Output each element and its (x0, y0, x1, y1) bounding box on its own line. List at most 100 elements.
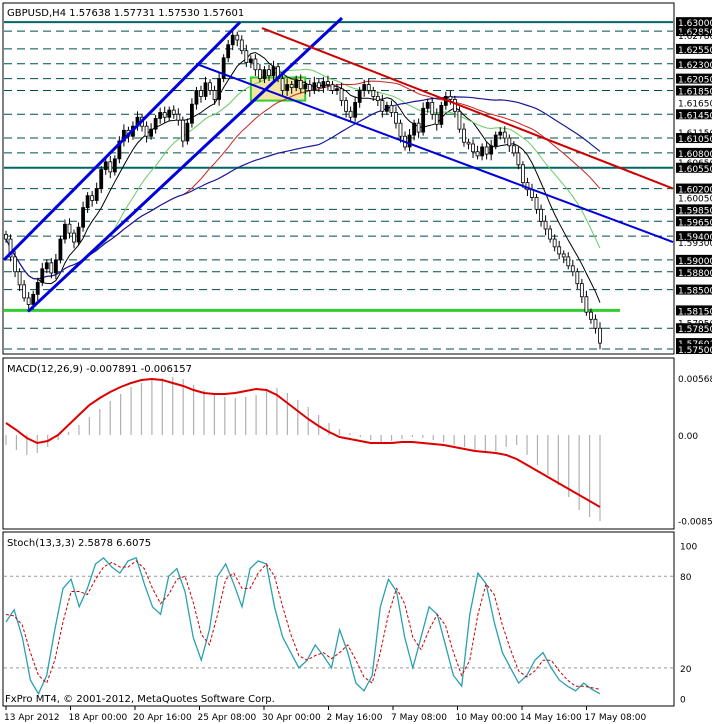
x-label: 13 Apr 2012 (4, 713, 60, 723)
macd-axis-label: 0.00 (678, 432, 698, 442)
candle-body (552, 238, 557, 248)
x-label: 30 Apr 00:00 (262, 713, 321, 723)
candle-body (158, 112, 163, 119)
candle-body (76, 226, 81, 243)
candle-body (407, 134, 412, 148)
candle-body (149, 128, 153, 137)
stoch-signal-line (5, 560, 601, 690)
candle-body (67, 223, 72, 234)
candle-body (539, 208, 543, 222)
candle-body (99, 169, 104, 189)
ma-fast-line (5, 51, 601, 303)
candle-body (162, 112, 167, 118)
candle-body (335, 88, 339, 91)
ma-blue-line (5, 96, 601, 280)
candle-body (212, 90, 217, 100)
candle-body (466, 141, 471, 145)
candle-body (589, 311, 593, 320)
copyright-text: FxPro MT4, © 2001-2012, MetaQuotes Softw… (5, 694, 275, 705)
candle-body (462, 128, 466, 143)
candle-body (557, 246, 562, 255)
candle-body (103, 161, 108, 170)
candle-body (344, 100, 348, 112)
macd-signal-line (5, 377, 601, 508)
candle-body (384, 104, 389, 112)
price-label: 1.62300 (678, 61, 712, 71)
candle-body (471, 143, 475, 153)
price-label: 1.57500 (678, 346, 712, 356)
candle-body (593, 318, 598, 329)
candle-body (480, 146, 485, 157)
candle-body (579, 283, 584, 298)
candle-body (217, 78, 222, 100)
x-label: 20 Apr 16:00 (133, 713, 192, 723)
x-label: 7 May 08:00 (391, 713, 447, 723)
price-label-box (676, 183, 712, 194)
candle-body (598, 327, 602, 344)
candle-body (90, 195, 95, 201)
price-label: 1.59850 (678, 206, 712, 216)
price-label: 1.59300 (678, 239, 712, 249)
candle-body (375, 96, 380, 102)
candle-body (262, 69, 267, 80)
candle-body (26, 297, 31, 305)
candle-body (326, 81, 330, 85)
macd-title: MACD(12,26,9) -0.007891 -0.006157 (7, 364, 192, 375)
price-label-box (676, 305, 712, 316)
descending-channel-line (195, 62, 674, 243)
candle-body (289, 84, 294, 88)
price-label-box (676, 266, 712, 277)
candle-body (530, 189, 534, 198)
candle-body (534, 197, 539, 210)
candle-body (13, 256, 17, 273)
candle-body (394, 112, 398, 124)
candle-body (570, 265, 575, 273)
candle-body (94, 188, 99, 201)
price-label-box (676, 147, 712, 158)
candle-body (267, 69, 271, 77)
price-label: 1.61450 (678, 111, 712, 121)
candle-body (153, 118, 158, 130)
price-label: 1.58150 (678, 307, 712, 317)
x-label: 2 May 16:00 (327, 713, 383, 723)
macd-panel (2, 357, 675, 530)
stoch-axis-label: 20 (680, 665, 692, 675)
price-label-box (676, 254, 712, 265)
stoch-axis-label: 80 (680, 573, 692, 583)
candle-body (167, 109, 172, 118)
price-label: 1.59000 (678, 257, 712, 267)
candle-body (221, 57, 226, 80)
candle-body (226, 44, 231, 59)
candle-body (416, 122, 421, 133)
candle-body (502, 131, 507, 139)
price-label-box (676, 109, 712, 120)
candle-body (389, 104, 394, 113)
candle-body (230, 34, 235, 46)
price-label: 1.59400 (678, 233, 712, 243)
candle-body (366, 84, 371, 91)
candle-body (40, 268, 45, 283)
candle-body (543, 220, 548, 230)
candle-body (85, 195, 90, 208)
candle-body (144, 125, 149, 137)
price-label: 1.60800 (678, 150, 712, 160)
candle-body (44, 262, 49, 270)
candle-body (521, 164, 525, 184)
price-label: 1.59650 (678, 218, 712, 228)
price-label-box (676, 133, 712, 144)
price-label-box (676, 216, 712, 227)
candle-body (561, 253, 566, 258)
candle-body (199, 90, 203, 97)
macd-axis-label: 0.005681 (678, 375, 712, 385)
candle-body (239, 39, 244, 52)
price-label: 1.62050 (678, 76, 712, 86)
price-label: 1.61050 (678, 135, 712, 145)
candle-body (8, 238, 13, 258)
candle-body (244, 50, 249, 63)
candle-body (412, 122, 416, 136)
price-label-box (676, 204, 712, 215)
red-trend-line (261, 27, 674, 190)
price-label-box (676, 43, 712, 54)
price-label-box (676, 162, 712, 173)
candle-body (72, 232, 76, 243)
